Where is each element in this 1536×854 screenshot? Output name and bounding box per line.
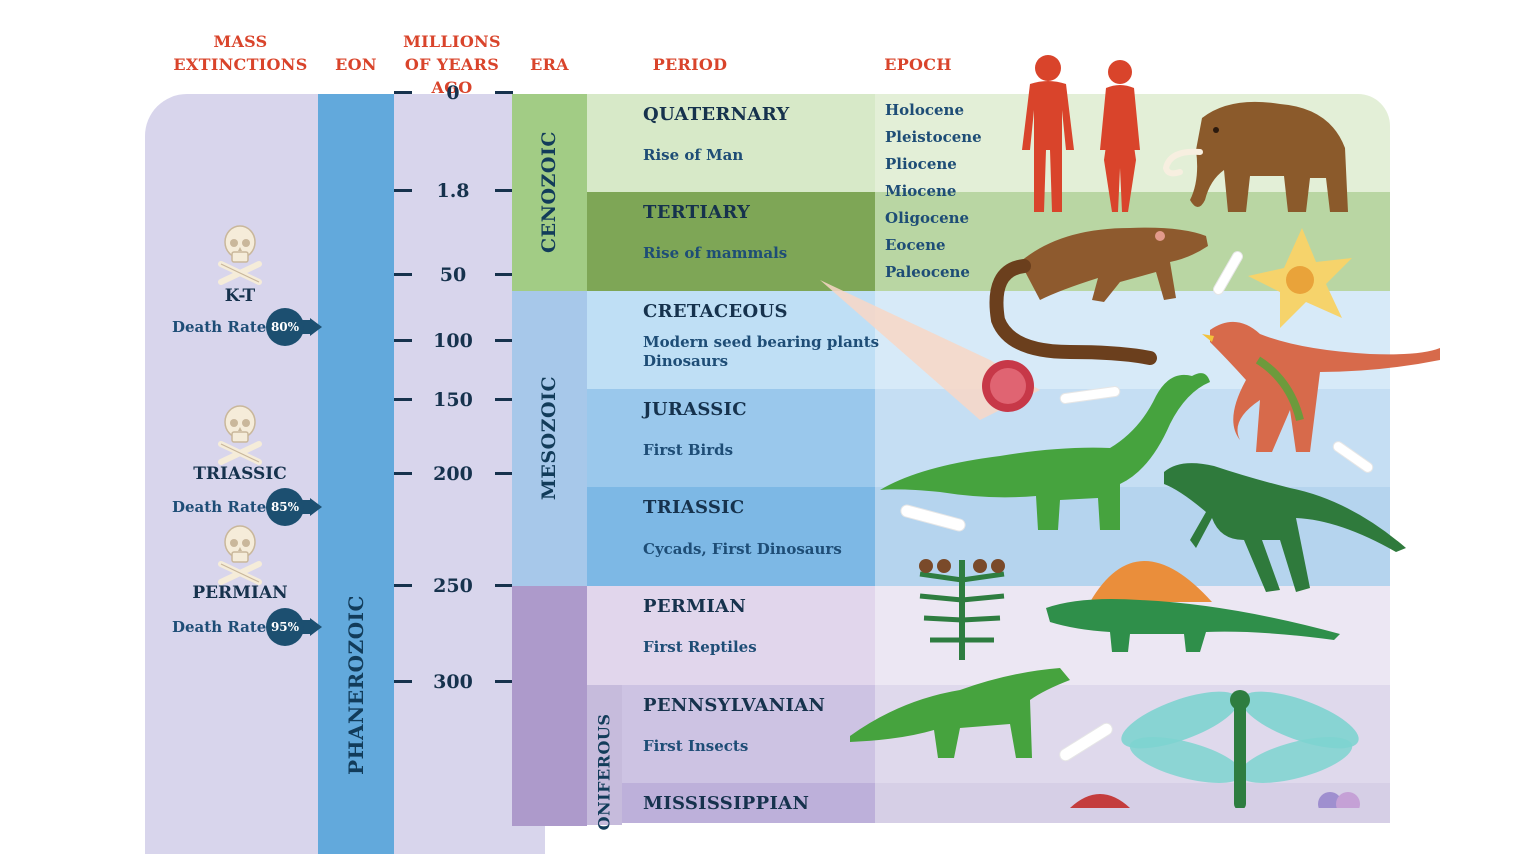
badge-pointer [310,318,322,336]
tick-left [394,339,412,342]
tick-label: 150 [433,389,473,411]
illustrations [820,55,1440,808]
epoch-item: Paleocene [885,263,970,281]
period-name: PERMIAN [643,596,747,617]
period-quaternary: QUATERNARY Rise of Man [587,94,875,192]
badge-pointer [310,618,322,636]
tick-label: 200 [433,463,473,485]
death-rate-label: Death Rate [172,318,267,336]
tick-left [394,680,412,683]
feathered-dinosaur-illustration [1202,321,1440,452]
era-mesozoic [512,291,587,586]
header-period: PERIOD [652,55,728,74]
period-name: TERTIARY [643,202,751,223]
tick-label: 50 [439,264,467,286]
tick-right [495,398,513,401]
period-tertiary: TERTIARY Rise of mammals [587,192,875,291]
period-triassic: TRIASSIC Cycads, First Dinosaurs [587,487,875,586]
tick-right [495,584,513,587]
death-rate-badge: 85% [266,488,304,526]
early-reptile-illustration [850,668,1070,758]
tick-right [495,680,513,683]
dragonfly-illustration [1121,690,1359,808]
period-description: Rise of Man [643,146,744,164]
tick-label: 300 [433,671,473,693]
tick-label: 250 [433,575,473,597]
period-name: PENNSYLVANIAN [643,695,826,716]
flower-illustration [1248,228,1352,328]
extinction-name: TRIASSIC [193,464,287,484]
badge-pointer [310,498,322,516]
eon-bar [318,94,394,854]
seed-fern-illustration [919,559,1005,660]
tick-left [394,584,412,587]
period-jurassic: JURASSIC First Birds [587,389,875,487]
tick-right [495,91,513,94]
epoch-item: Miocene [885,182,957,200]
period-description: Cycads, First Dinosaurs [643,540,842,558]
mammoth-illustration [1162,101,1348,212]
period-name: QUATERNARY [643,104,790,125]
header-eon: EON [335,55,377,74]
meteor-illustration [820,280,1040,420]
tick-left [394,273,412,276]
dimetrodon-illustration [1046,561,1340,652]
header-era: ERA [530,55,569,74]
period-description: Rise of mammals [643,244,788,262]
bone-illustration [900,251,1374,762]
death-rate-badge: 80% [266,308,304,346]
early-mammal-illustration [989,227,1208,365]
period-name: TRIASSIC [643,497,745,518]
era-paleozoic [512,586,587,826]
epoch-item: Pleistocene [885,128,982,146]
era-cenozoic [512,94,587,291]
death-rate-label: Death Rate [172,498,267,516]
death-rate-label: Death Rate [172,618,267,636]
tick-right [495,189,513,192]
death-rate-badge: 95% [266,608,304,646]
tick-label: 1.8 [436,180,470,202]
tick-right [495,339,513,342]
extinction-name: PERMIAN [192,583,288,603]
human-female-illustration [1100,60,1140,212]
tick-left [394,398,412,401]
epoch-item: Oligocene [885,209,970,227]
tick-left [394,91,412,94]
tick-right [495,273,513,276]
header-epoch: EPOCH [884,55,952,74]
period-cretaceous: CRETACEOUS Modern seed bearing plants Di… [587,291,879,389]
tick-right [495,472,513,475]
epoch-item: Holocene [885,101,965,119]
human-male-illustration [1022,55,1074,212]
extinction-name: K-T [224,286,256,306]
period-description: Modern seed bearing plants Dinosaurs [643,333,880,370]
header-mass-extinctions: MASS EXTINCTIONS [173,32,308,74]
theropod-illustration [1164,463,1406,592]
period-description: First Birds [643,441,734,459]
tick-label: 0 [446,82,460,104]
tick-left [394,189,412,192]
period-permian: PERMIAN First Reptiles [587,586,875,685]
header-millions-of-years-ago: MILLIONS OF YEARS AGO [403,32,501,97]
epoch-item: Eocene [885,236,946,254]
bottom-plants-illustration [1070,792,1360,808]
tick-left [394,472,412,475]
sub-era-carboniferous [587,685,622,825]
sauropod-illustration [880,373,1210,530]
period-name: CRETACEOUS [643,301,788,322]
period-name: JURASSIC [643,399,747,420]
period-description: First Insects [643,737,749,755]
epoch-item: Pliocene [885,155,957,173]
period-pennsylvanian: PENNSYLVANIAN First Insects [622,685,875,783]
tick-label: 100 [433,330,473,352]
period-description: First Reptiles [643,638,757,656]
